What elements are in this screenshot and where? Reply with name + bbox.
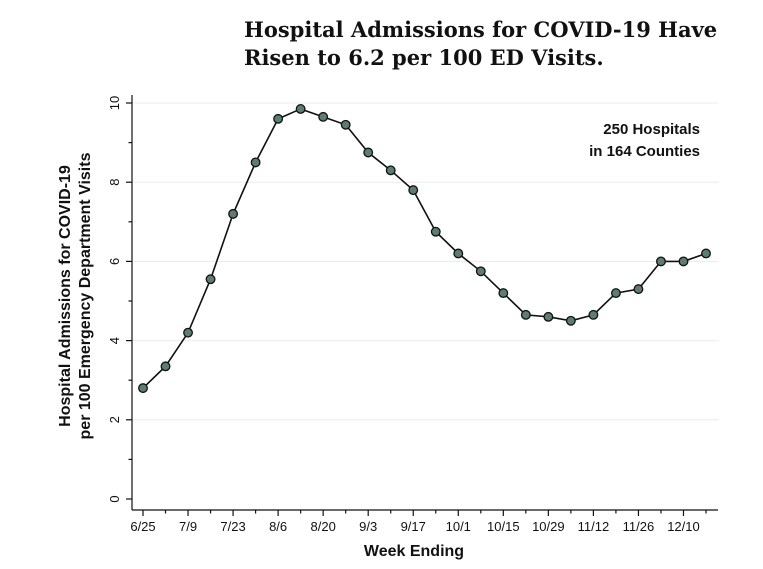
x-tick-label-8/6: 8/6 (269, 519, 287, 534)
x-axis-ticks: 6/25 7/9 7/23 8/6 8/20 9/3 9/17 10/1 10/15 10/29 1… (130, 510, 707, 534)
chart-title-line-2: Risen to 6.2 per 100 ED Visits. (244, 45, 604, 70)
axes (131, 95, 718, 511)
annotation-line-2: in 164 Counties (589, 143, 700, 160)
data-point-9 (340, 119, 351, 130)
y-tick-label-4: 4 (107, 337, 122, 344)
x-tick-label-11/12: 11/12 (578, 519, 610, 534)
data-point-0 (138, 383, 148, 394)
data-point-11 (385, 165, 396, 176)
y-tick-label-2: 2 (107, 416, 122, 423)
x-tick-label-6/25: 6/25 (130, 519, 155, 534)
data-point-14 (453, 248, 464, 259)
data-point-10 (363, 147, 374, 158)
x-tick-label-11/26: 11/26 (623, 519, 655, 534)
data-point-21 (610, 288, 621, 299)
y-tick-label-0: 0 (107, 495, 122, 502)
x-tick-label-8/20: 8/20 (311, 519, 336, 534)
y-axis-label: Hospital Admissions for COVID-19 per 100… (57, 152, 94, 439)
annotation: 250 Hospitals in 164 Counties (589, 121, 700, 160)
data-point-23 (656, 256, 666, 267)
x-tick-label-9/17: 9/17 (401, 519, 426, 534)
data-point-16 (498, 288, 509, 299)
y-tick-label-10: 10 (107, 96, 122, 110)
y-axis-label-line-1: Hospital Admissions for COVID-19 (57, 165, 74, 427)
data-point-25 (701, 248, 711, 259)
data-point-5 (250, 157, 261, 168)
x-tick-label-7/9: 7/9 (179, 519, 197, 534)
x-tick-label-10/15: 10/15 (487, 519, 520, 534)
data-point-8 (318, 111, 329, 122)
data-point-20 (588, 309, 599, 320)
series-line (142, 108, 707, 389)
grid-lines (132, 102, 718, 421)
x-tick-label-12/10: 12/10 (667, 519, 700, 534)
y-tick-label-8: 8 (107, 179, 122, 186)
data-point-1 (160, 361, 171, 372)
chart-title: Hospital Admissions for COVID-19 Have Ri… (244, 17, 717, 70)
annotation-line-1: 250 Hospitals (603, 121, 700, 138)
data-point-18 (543, 311, 554, 322)
data-point-24 (678, 256, 689, 267)
data-point-17 (520, 309, 531, 320)
data-point-2 (183, 327, 193, 338)
series-admissions (138, 103, 711, 394)
y-axis-ticks: 0 2 4 6 8 10 (107, 96, 132, 503)
data-point-22 (633, 284, 644, 295)
data-point-12 (408, 185, 419, 196)
data-point-3 (205, 274, 216, 285)
data-point-7 (295, 103, 306, 114)
x-tick-label-9/3: 9/3 (359, 519, 377, 534)
x-axis-label: Week Ending (364, 543, 464, 560)
data-point-13 (430, 226, 441, 237)
x-tick-label-7/23: 7/23 (220, 519, 245, 534)
data-point-15 (475, 266, 486, 277)
data-point-19 (565, 315, 576, 326)
y-axis-label-line-2: per 100 Emergency Department Visits (77, 152, 94, 439)
x-tick-label-10/1: 10/1 (446, 519, 471, 534)
x-tick-label-10/29: 10/29 (532, 519, 565, 534)
chart-title-line-1: Hospital Admissions for COVID-19 Have (244, 17, 717, 42)
y-tick-label-6: 6 (107, 258, 122, 265)
data-point-6 (273, 113, 284, 124)
data-point-4 (228, 208, 239, 219)
